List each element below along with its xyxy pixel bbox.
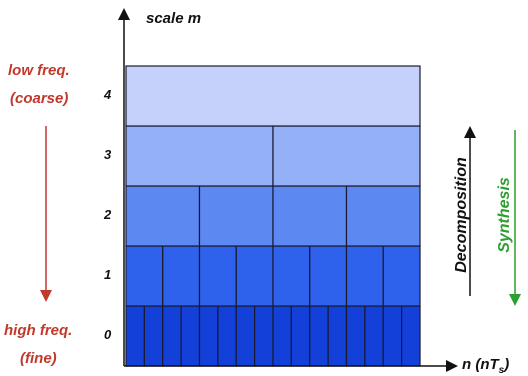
- tile-scale-3-cell-1: [272, 125, 421, 187]
- tile-scale-1-cell-4: [272, 245, 311, 307]
- high-freq-label: high freq.: [4, 322, 73, 339]
- fine-label: (fine): [20, 350, 57, 367]
- tile-scale-0-cell-9: [290, 305, 311, 367]
- tile-scale-0-cell-12: [345, 305, 366, 367]
- tile-scale-1-cell-0: [125, 245, 164, 307]
- tile-scale-0-cell-13: [364, 305, 384, 367]
- tile-scale-0-cell-14: [382, 305, 403, 367]
- tile-scale-3-cell-0: [125, 125, 274, 187]
- tile-scale-4-cell-0: [125, 65, 421, 127]
- y-axis-title: scale m: [146, 10, 202, 27]
- tile-scale-1-cell-1: [162, 245, 201, 307]
- tile-scale-0-cell-7: [254, 305, 274, 367]
- tile-scale-0-cell-10: [309, 305, 329, 367]
- tile-scale-2-cell-3: [345, 185, 421, 247]
- tile-scale-2-cell-0: [125, 185, 201, 247]
- decomposition-label: Decomposition: [453, 157, 470, 273]
- tile-scale-0-cell-5: [217, 305, 237, 367]
- tile-scale-1-cell-2: [198, 245, 237, 307]
- x-axis-title: n (nTs): [462, 356, 509, 376]
- tile-scale-0-cell-0: [125, 305, 145, 367]
- tile-scale-0-cell-3: [180, 305, 201, 367]
- scale-label-1: 1: [104, 267, 112, 282]
- synthesis-label: Synthesis: [496, 177, 513, 253]
- tile-scale-0-cell-15: [401, 305, 421, 367]
- x-axis-title-sub: s: [498, 365, 505, 376]
- tile-scale-1-cell-6: [345, 245, 384, 307]
- tile-scale-2-cell-1: [198, 185, 274, 247]
- tile-scale-1-cell-5: [309, 245, 348, 307]
- scale-label-0: 0: [104, 327, 112, 342]
- tile-scale-0-cell-8: [272, 305, 292, 367]
- tile-scale-0-cell-2: [162, 305, 182, 367]
- tile-scale-0-cell-11: [327, 305, 348, 367]
- scale-label-4: 4: [104, 87, 112, 102]
- tile-scale-0-cell-4: [198, 305, 219, 367]
- coarse-label: (coarse): [10, 90, 69, 107]
- low-freq-label: low freq.: [8, 62, 70, 79]
- tile-scale-2-cell-2: [272, 185, 348, 247]
- scale-label-3: 3: [104, 147, 112, 162]
- scale-label-2: 2: [104, 207, 112, 222]
- tile-scale-0-cell-1: [143, 305, 164, 367]
- tile-scale-1-cell-7: [382, 245, 421, 307]
- x-axis-title-suffix: ): [504, 356, 510, 373]
- tile-scale-1-cell-3: [235, 245, 274, 307]
- tile-scale-0-cell-6: [235, 305, 256, 367]
- x-axis-title-prefix: n (nT: [462, 356, 499, 373]
